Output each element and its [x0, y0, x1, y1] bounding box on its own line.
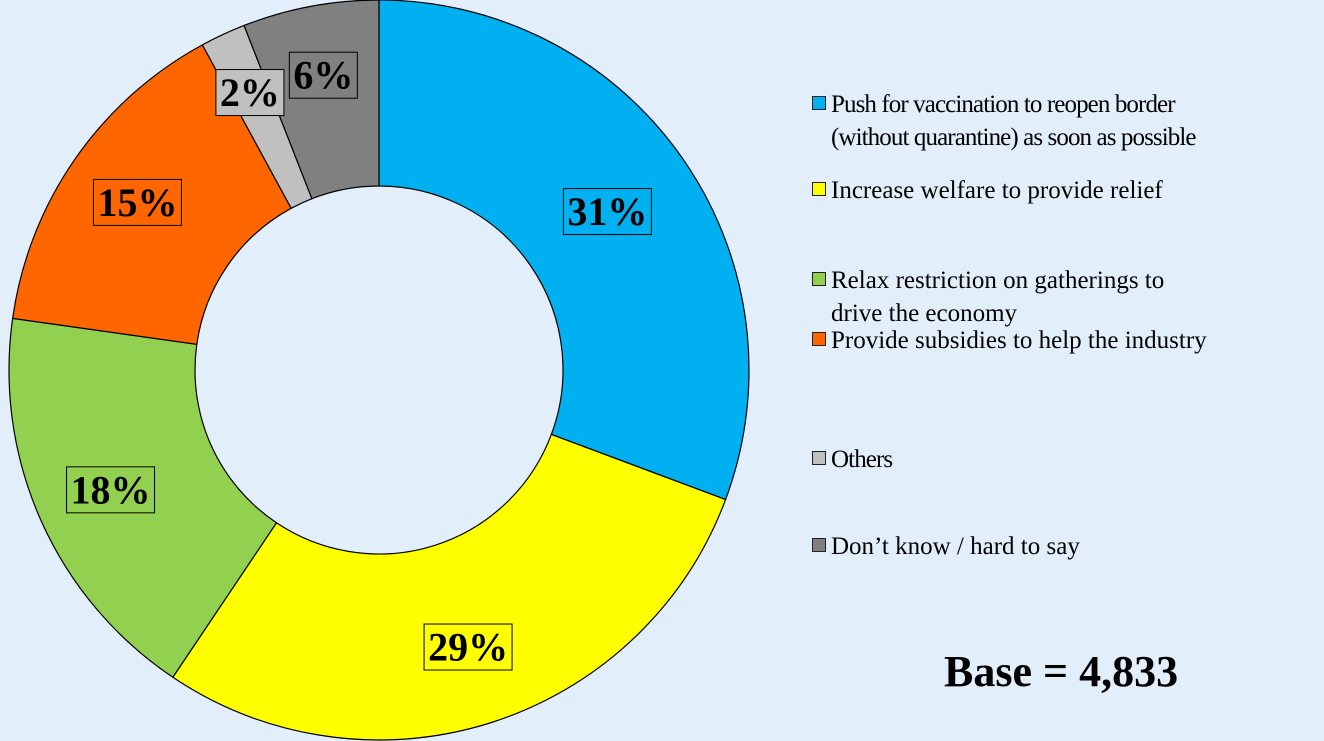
legend-item-subsidies: Provide subsidies to help the industry [812, 324, 1207, 357]
data-label-subsidies: 15% [92, 178, 182, 226]
data-label-vaccination: 31% [562, 188, 652, 236]
legend-item-vaccination: Push for vaccination to reopen border (w… [812, 88, 1197, 154]
base-size-label: Base = 4,833 [944, 647, 1179, 696]
data-label-welfare: 29% [423, 623, 513, 671]
slice-dont-know [243, 0, 380, 200]
data-label-dont-know: 6% [288, 51, 358, 99]
data-label-text-dont-know: 6% [293, 53, 353, 98]
data-label-box-welfare [423, 623, 513, 671]
slice-vaccination [378, 0, 750, 501]
legend-item-dont-know: Don’t know / hard to say [812, 530, 1080, 563]
data-label-others: 2% [215, 69, 285, 117]
data-label-text-relax: 18% [71, 467, 151, 512]
data-label-text-subsidies: 15% [97, 180, 177, 225]
data-label-text-welfare: 29% [428, 625, 508, 670]
data-label-text-others: 2% [220, 70, 280, 115]
data-labels: 31% 29% 18% 15% 2% 6% [66, 51, 652, 671]
legend-label-welfare: Increase welfare to provide relief [831, 177, 1163, 204]
legend-item-others: Others [812, 443, 893, 476]
legend-swatch-dont-know [812, 538, 826, 552]
data-label-box-dont-know [288, 51, 358, 99]
data-label-text-vaccination: 31% [567, 189, 647, 234]
legend-label-others: Others [831, 446, 893, 473]
legend-swatch-others [812, 451, 826, 465]
legend-label-vaccination: Push for vaccination to reopen border (w… [831, 91, 1197, 151]
data-label-box-subsidies [92, 178, 182, 226]
legend-swatch-welfare [812, 182, 826, 196]
legend-label-dont-know: Don’t know / hard to say [831, 533, 1080, 560]
slice-welfare [172, 433, 727, 741]
legend-swatch-subsidies [812, 332, 826, 346]
legend-item-relax: Relax restriction on gatherings to drive… [812, 264, 1164, 330]
data-label-box-others [215, 69, 285, 117]
legend-swatch-vaccination [812, 96, 826, 110]
data-label-box-vaccination [562, 188, 652, 236]
donut-slices [8, 0, 750, 741]
data-label-box-relax [66, 466, 156, 514]
legend-label-relax: Relax restriction on gatherings to drive… [831, 267, 1165, 327]
legend-item-welfare: Increase welfare to provide relief [812, 174, 1163, 207]
data-label-relax: 18% [66, 466, 156, 514]
legend-swatch-relax [812, 272, 826, 286]
legend-label-subsidies: Provide subsidies to help the industry [831, 327, 1207, 354]
